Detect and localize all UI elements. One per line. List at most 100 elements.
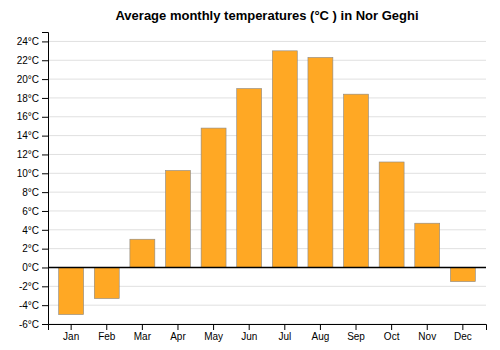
y-tick-label: 22°C bbox=[17, 55, 39, 66]
y-tick: -4°C bbox=[19, 300, 48, 311]
grid-line bbox=[48, 116, 486, 117]
plot-area: -6°C -4°C -2°C 0°C 2°C 4°C 6°C 8°C 10°C 12°C 14°C 1… bbox=[17, 33, 487, 343]
grid-line bbox=[48, 135, 486, 136]
grid-line bbox=[48, 210, 486, 211]
x-tick: Jan bbox=[63, 324, 79, 342]
x-tick-mark bbox=[284, 324, 285, 330]
grid-line bbox=[48, 41, 486, 42]
y-tick: 14°C bbox=[17, 130, 48, 141]
y-tick-mark bbox=[42, 98, 48, 99]
y-tick-mark bbox=[42, 154, 48, 155]
y-tick: 4°C bbox=[22, 225, 48, 236]
x-tick: Dec bbox=[454, 324, 472, 342]
bar bbox=[415, 223, 440, 267]
y-tick-mark bbox=[42, 60, 48, 61]
y-tick: 18°C bbox=[17, 93, 48, 104]
y-tick: 2°C bbox=[22, 243, 48, 254]
x-tick-mark bbox=[391, 324, 392, 330]
grid-line bbox=[48, 60, 486, 61]
y-tick-label: 2°C bbox=[22, 243, 39, 254]
x-tick-label: Aug bbox=[312, 331, 330, 342]
x-tick-label: Jun bbox=[241, 331, 257, 342]
bar bbox=[237, 89, 262, 268]
x-tick: Aug bbox=[312, 324, 330, 342]
x-tick-label: Feb bbox=[98, 331, 116, 342]
y-tick-label: -2°C bbox=[19, 281, 39, 292]
x-tick-mark bbox=[249, 324, 250, 330]
title: Average monthly temperatures (°C ) in No… bbox=[115, 8, 418, 23]
bar bbox=[130, 239, 155, 267]
x-tick: Mar bbox=[134, 324, 152, 342]
x-tick-label: May bbox=[204, 331, 223, 342]
x-tick-label: Oct bbox=[384, 331, 400, 342]
y-tick-mark bbox=[42, 324, 48, 325]
x-tick-label: Dec bbox=[454, 331, 472, 342]
zero-line bbox=[48, 267, 486, 269]
y-tick: 22°C bbox=[17, 55, 48, 66]
y-tick-label: -6°C bbox=[19, 319, 39, 330]
bar bbox=[308, 57, 333, 267]
x-tick-mark bbox=[177, 324, 178, 330]
bar bbox=[94, 267, 119, 298]
grid-line bbox=[48, 267, 486, 268]
y-tick-mark bbox=[42, 41, 48, 42]
y-tick: 6°C bbox=[22, 206, 48, 217]
chart: -6°C -4°C -2°C 0°C 2°C 4°C 6°C 8°C 10°C 12°C 14°C 1… bbox=[0, 0, 500, 350]
y-tick-mark bbox=[42, 267, 48, 268]
grid-line bbox=[48, 97, 486, 98]
bar bbox=[379, 162, 404, 267]
bar bbox=[450, 267, 475, 281]
x-tick-mark bbox=[213, 324, 214, 330]
x-tick: Jun bbox=[241, 324, 257, 342]
x-tick: Sep bbox=[347, 324, 365, 342]
y-tick: 8°C bbox=[22, 187, 48, 198]
x-axis-line bbox=[49, 325, 487, 331]
y-tick-label: 10°C bbox=[17, 168, 39, 179]
y-tick-label: 12°C bbox=[17, 149, 39, 160]
y-axis: -6°C -4°C -2°C 0°C 2°C 4°C 6°C 8°C 10°C 12°C 14°C 1… bbox=[17, 33, 49, 330]
y-tick-mark bbox=[42, 79, 48, 80]
x-tick-label: Mar bbox=[134, 331, 152, 342]
x-tick-mark bbox=[106, 324, 107, 330]
y-tick-label: 8°C bbox=[22, 187, 39, 198]
y-tick-label: -4°C bbox=[19, 300, 39, 311]
x-tick: Oct bbox=[384, 324, 400, 342]
y-tick-mark bbox=[42, 192, 48, 193]
y-tick: -2°C bbox=[19, 281, 48, 292]
bar bbox=[59, 267, 84, 314]
y-tick-mark bbox=[42, 305, 48, 306]
y-tick-mark bbox=[42, 230, 48, 231]
y-tick-label: 24°C bbox=[17, 36, 39, 47]
grid-line bbox=[48, 173, 486, 174]
x-tick: Jul bbox=[278, 324, 291, 342]
y-tick: -6°C bbox=[19, 319, 48, 330]
x-tick-label: Jul bbox=[278, 331, 291, 342]
bars bbox=[59, 51, 476, 315]
x-tick: Apr bbox=[170, 324, 186, 342]
y-tick: 0°C bbox=[22, 262, 48, 273]
x-tick-mark bbox=[320, 324, 321, 330]
y-tick: 16°C bbox=[17, 111, 48, 122]
x-tick: Feb bbox=[98, 324, 116, 342]
y-tick: 10°C bbox=[17, 168, 48, 179]
x-tick-label: Jan bbox=[63, 331, 79, 342]
y-tick-label: 16°C bbox=[17, 111, 39, 122]
grid-line bbox=[48, 79, 486, 80]
grid-line bbox=[48, 305, 486, 306]
x-tick-mark bbox=[462, 324, 463, 330]
bar bbox=[272, 51, 297, 268]
x-tick-label: Sep bbox=[347, 331, 365, 342]
y-tick-label: 0°C bbox=[22, 262, 39, 273]
y-tick-label: 4°C bbox=[22, 225, 39, 236]
x-axis: Jan Feb Mar Apr May Jun Jul Aug Sep Oct Nov Dec bbox=[49, 324, 487, 342]
grid bbox=[48, 41, 486, 324]
x-tick-mark bbox=[356, 324, 357, 330]
y-tick-mark bbox=[42, 117, 48, 118]
grid-line bbox=[48, 154, 486, 155]
x-tick-label: Nov bbox=[418, 331, 436, 342]
y-tick-mark bbox=[42, 136, 48, 137]
y-tick-label: 6°C bbox=[22, 206, 39, 217]
y-tick-label: 14°C bbox=[17, 130, 39, 141]
y-tick-label: 18°C bbox=[17, 93, 39, 104]
y-axis-line bbox=[42, 33, 49, 325]
